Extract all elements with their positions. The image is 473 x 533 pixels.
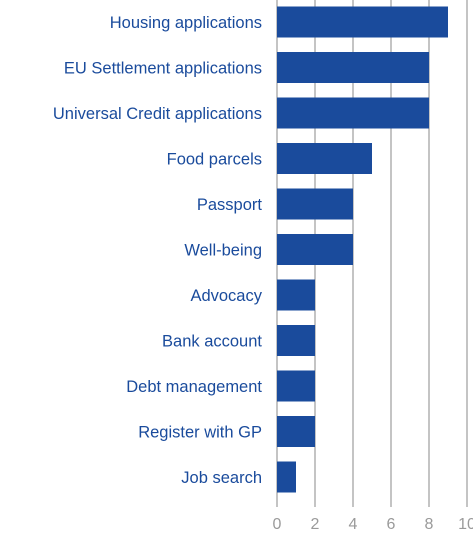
- x-tick-label: 4: [349, 516, 358, 533]
- x-tick-label: 10: [458, 516, 473, 533]
- bar: [277, 188, 353, 220]
- x-tick-label: 2: [311, 516, 320, 533]
- category-label: Food parcels: [167, 151, 262, 169]
- bar: [277, 143, 372, 174]
- category-label: Universal Credit applications: [53, 105, 262, 123]
- bar: [277, 97, 429, 129]
- bar: [277, 52, 429, 83]
- category-label: EU Settlement applications: [64, 60, 262, 78]
- x-tick-label: 6: [387, 516, 396, 533]
- bar: [277, 370, 315, 402]
- x-tick-label: 0: [273, 516, 282, 533]
- category-label: Debt management: [126, 378, 262, 396]
- category-label: Housing applications: [110, 14, 262, 32]
- category-label: Passport: [197, 196, 263, 214]
- bars: [277, 6, 448, 493]
- x-tick-labels: 0 2 4 6 8 10: [273, 516, 473, 533]
- category-label: Well-being: [184, 242, 262, 260]
- category-labels: Housing applications EU Settlement applic…: [53, 14, 263, 487]
- bar: [277, 6, 448, 38]
- bar: [277, 325, 315, 356]
- category-label: Register with GP: [138, 424, 262, 442]
- category-label: Job search: [181, 469, 262, 487]
- category-label: Bank account: [162, 333, 262, 351]
- bar: [277, 416, 315, 447]
- bar: [277, 234, 353, 265]
- category-label: Advocacy: [190, 287, 262, 305]
- bar: [277, 461, 296, 493]
- bar: [277, 279, 315, 311]
- x-tick-label: 8: [425, 516, 434, 533]
